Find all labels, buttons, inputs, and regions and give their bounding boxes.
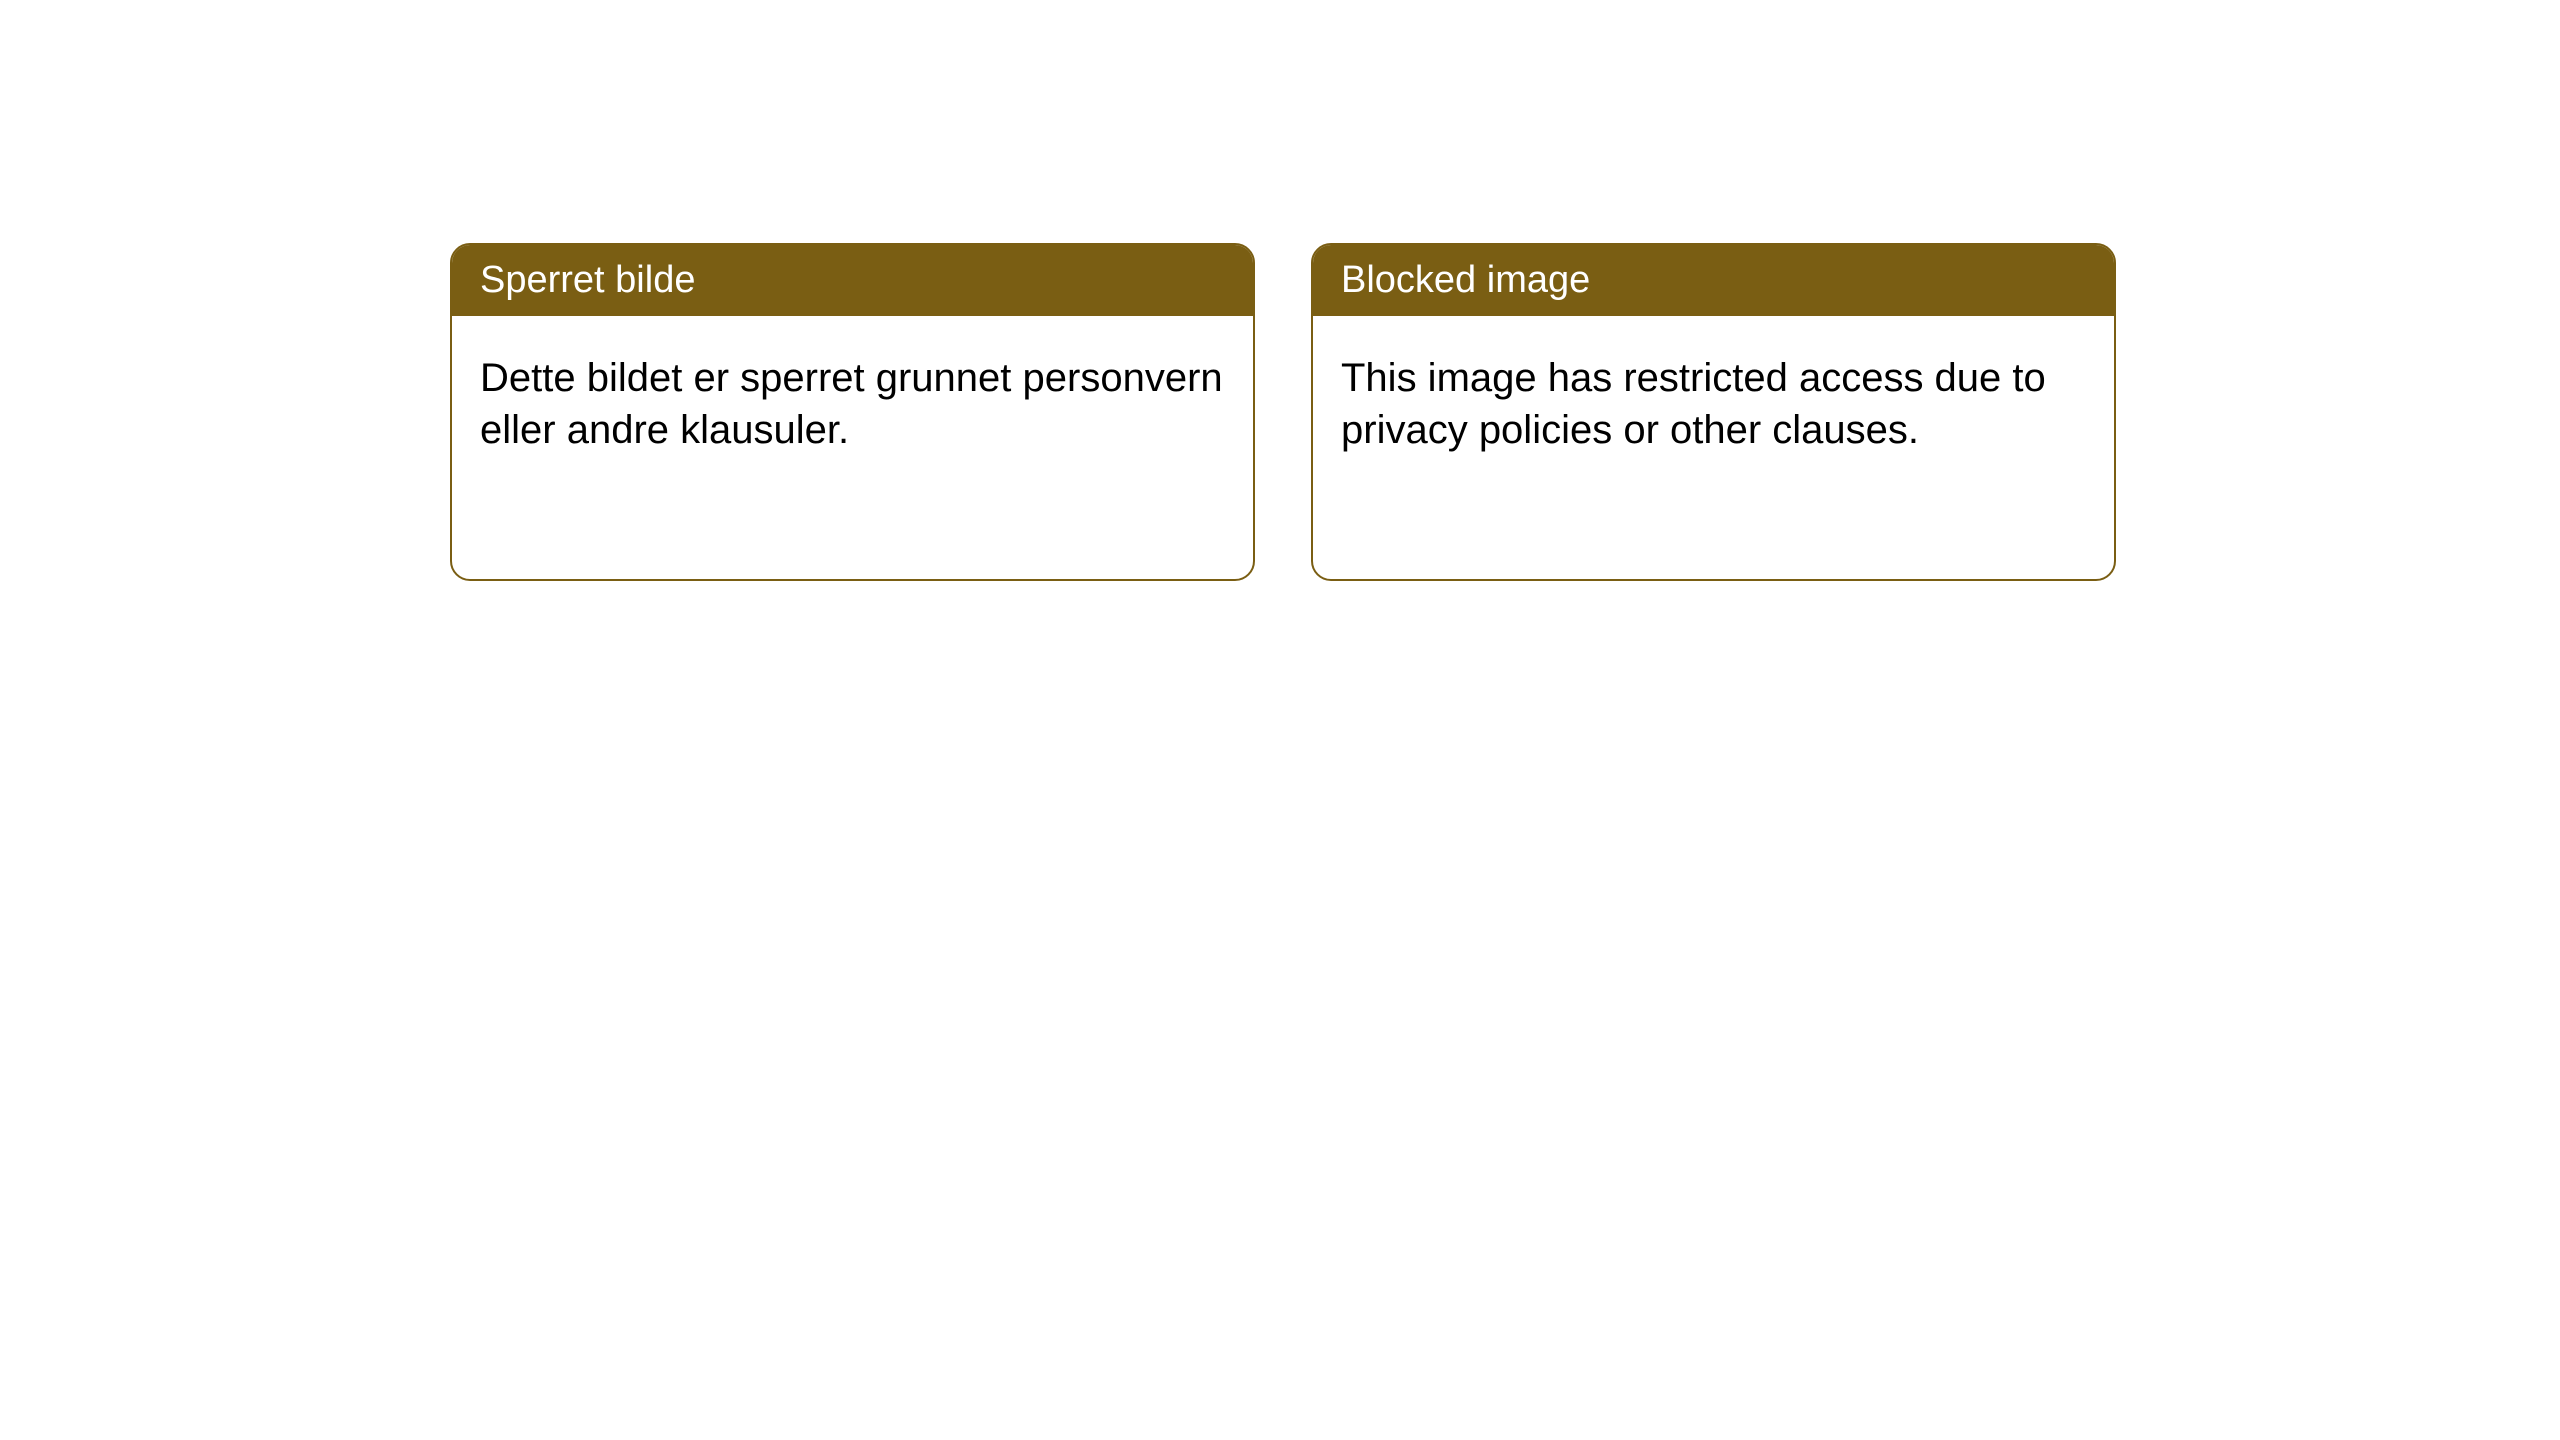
card-header-en: Blocked image <box>1313 245 2114 316</box>
blocked-image-notice-container: Sperret bilde Dette bildet er sperret gr… <box>450 243 2116 581</box>
blocked-image-card-no: Sperret bilde Dette bildet er sperret gr… <box>450 243 1255 581</box>
card-body-no: Dette bildet er sperret grunnet personve… <box>452 316 1253 492</box>
blocked-image-card-en: Blocked image This image has restricted … <box>1311 243 2116 581</box>
card-header-no: Sperret bilde <box>452 245 1253 316</box>
card-title-no: Sperret bilde <box>480 259 695 301</box>
card-body-text-en: This image has restricted access due to … <box>1341 356 2046 452</box>
card-body-en: This image has restricted access due to … <box>1313 316 2114 492</box>
card-body-text-no: Dette bildet er sperret grunnet personve… <box>480 356 1223 452</box>
card-title-en: Blocked image <box>1341 259 1590 301</box>
